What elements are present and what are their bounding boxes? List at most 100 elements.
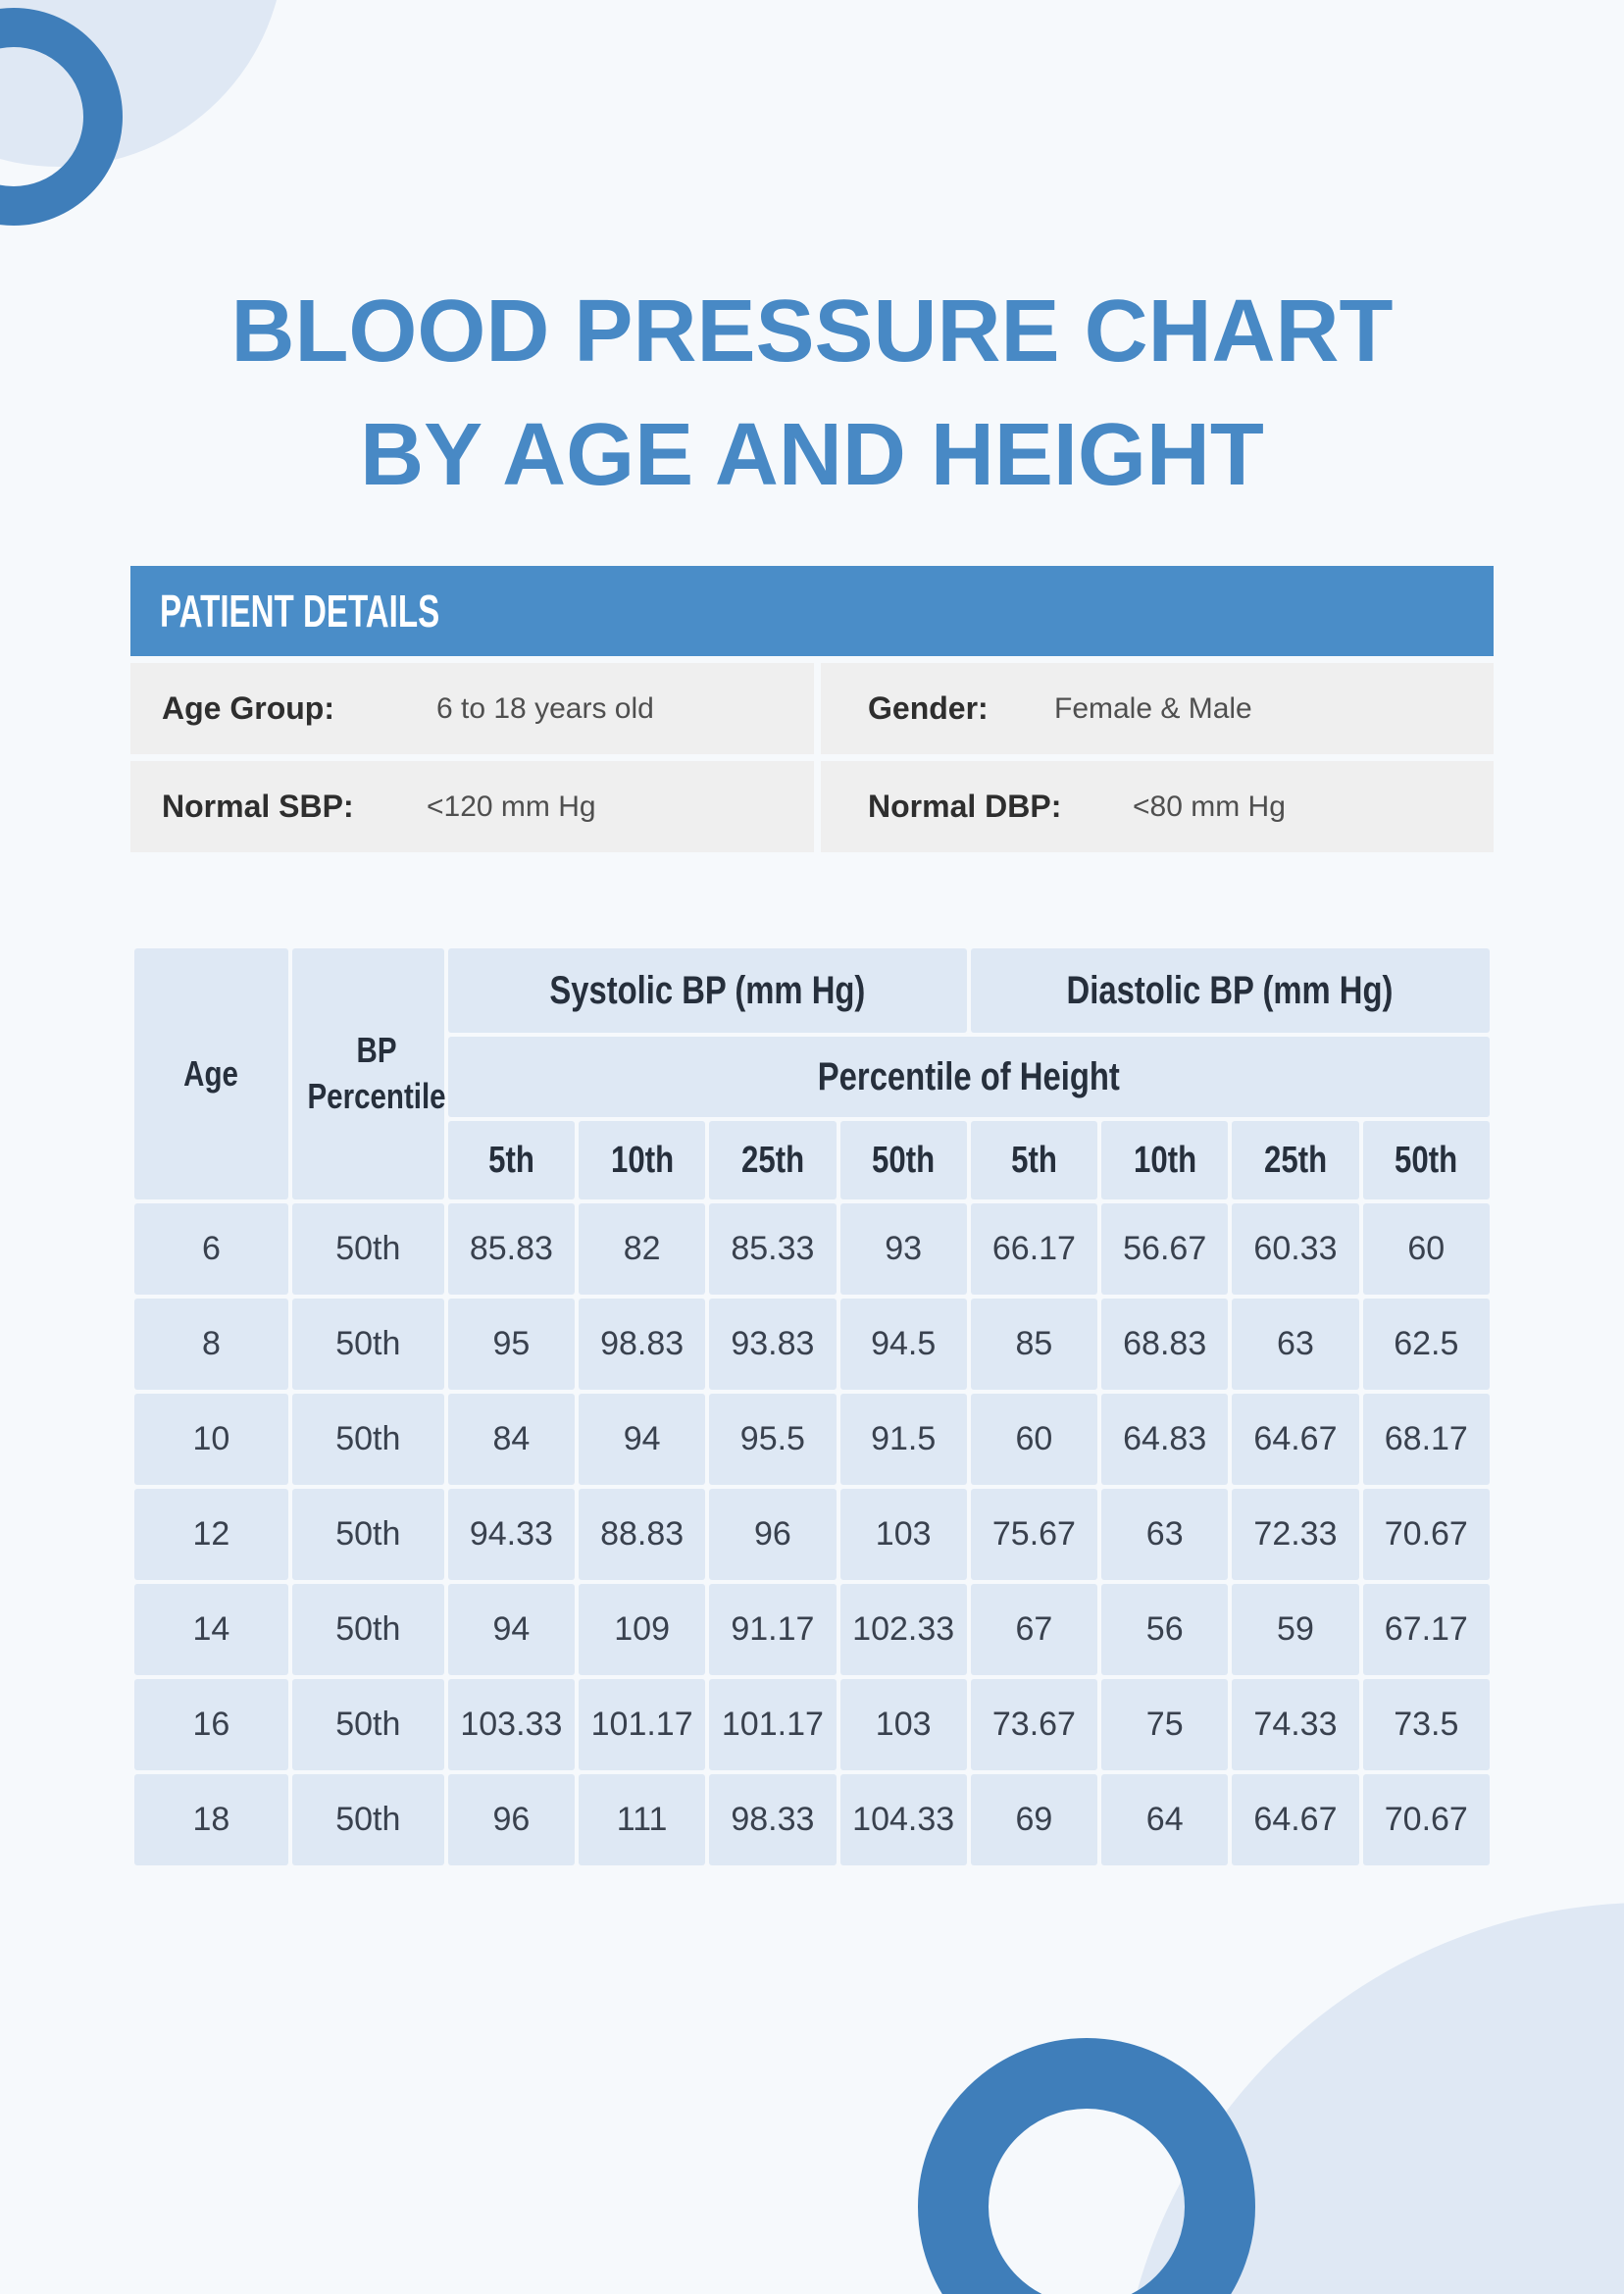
bp-value-cell: 93: [839, 1203, 967, 1295]
normal-dbp-value: <80 mm Hg: [1133, 790, 1286, 823]
bp-value-cell: 73.5: [1362, 1679, 1490, 1770]
bp-percentile-cell: 50th: [291, 1394, 444, 1485]
bp-value-cell: 85: [970, 1299, 1098, 1390]
bp-percentile-cell: 50th: [291, 1299, 444, 1390]
height-percentile-header: 10th: [1101, 1121, 1229, 1199]
age-cell: 18: [134, 1774, 288, 1865]
bp-value-cell: 68.83: [1101, 1299, 1229, 1390]
bp-value-cell: 103: [839, 1489, 967, 1580]
height-percentile-header: 5th: [447, 1121, 575, 1199]
bp-percentile-column-header: BP Percentile: [291, 948, 445, 1199]
bp-value-cell: 91.17: [709, 1584, 837, 1675]
bp-value-cell: 60: [1362, 1203, 1490, 1295]
bp-value-cell: 103.33: [447, 1679, 575, 1770]
normal-dbp-label: Normal DBP:: [868, 789, 1062, 824]
gender-value: Female & Male: [1054, 691, 1252, 725]
bp-value-cell: 64: [1101, 1774, 1229, 1865]
bp-value-cell: 94: [579, 1394, 706, 1485]
age-cell: 6: [134, 1203, 288, 1295]
normal-sbp-value: <120 mm Hg: [427, 790, 596, 823]
bp-percentile-cell: 50th: [291, 1679, 444, 1770]
height-percentile-header: 25th: [709, 1121, 837, 1199]
bp-value-cell: 103: [839, 1679, 967, 1770]
age-cell: 10: [134, 1394, 288, 1485]
content-column: BLOOD PRESSURE CHART BY AGE AND HEIGHT P…: [130, 0, 1494, 1869]
bp-value-cell: 64.67: [1232, 1774, 1359, 1865]
age-cell: 8: [134, 1299, 288, 1390]
field-age-group: Age Group: 6 to 18 years old: [130, 663, 814, 754]
title-line-2: BY AGE AND HEIGHT: [360, 406, 1264, 504]
table-header-row-groups: Age BP Percentile Systolic BP (mm Hg) Di…: [134, 948, 1490, 1199]
age-cell: 14: [134, 1584, 288, 1675]
bp-value-cell: 59: [1232, 1584, 1359, 1675]
height-percentile-header: 10th: [579, 1121, 706, 1199]
patient-details-section: PATIENT DETAILS Age Group: 6 to 18 years…: [130, 566, 1494, 852]
bp-value-cell: 67.17: [1362, 1584, 1490, 1675]
age-group-label: Age Group:: [162, 690, 334, 726]
patient-details-grid: Age Group: 6 to 18 years old Gender: Fem…: [130, 663, 1494, 852]
bp-percentile-cell: 50th: [291, 1774, 444, 1865]
bp-value-cell: 111: [579, 1774, 706, 1865]
table-row: 6 50th 85.83 82 85.33 93 66.17 56.67 60.33 60: [134, 1203, 1490, 1295]
bp-value-cell: 68.17: [1362, 1394, 1490, 1485]
table-row: 14 50th 94 109 91.17 102.33 67 56 59 67.17: [134, 1584, 1490, 1675]
bp-value-cell: 93.83: [709, 1299, 837, 1390]
systolic-group-header: Systolic BP (mm Hg): [447, 948, 967, 1033]
bp-value-cell: 66.17: [970, 1203, 1098, 1295]
bp-value-cell: 84: [447, 1394, 575, 1485]
age-column-header: Age: [134, 948, 288, 1199]
field-gender: Gender: Female & Male: [821, 663, 1494, 754]
percentile-of-height-header: Percentile of Height: [447, 1037, 1490, 1117]
bp-value-cell: 72.33: [1232, 1489, 1359, 1580]
bp-value-cell: 95: [447, 1299, 575, 1390]
age-cell: 12: [134, 1489, 288, 1580]
bp-value-cell: 70.67: [1362, 1489, 1490, 1580]
height-percentile-header: 50th: [1362, 1121, 1490, 1199]
bp-value-cell: 94.33: [447, 1489, 575, 1580]
age-group-value: 6 to 18 years old: [436, 691, 654, 725]
bp-value-cell: 85.83: [447, 1203, 575, 1295]
bp-value-cell: 98.83: [579, 1299, 706, 1390]
patient-details-title: PATIENT DETAILS: [160, 586, 440, 637]
bp-value-cell: 67: [970, 1584, 1098, 1675]
field-normal-sbp: Normal SBP: <120 mm Hg: [130, 761, 814, 852]
bp-value-cell: 96: [709, 1489, 837, 1580]
bp-value-cell: 70.67: [1362, 1774, 1490, 1865]
bp-table: Age BP Percentile Systolic BP (mm Hg) Di…: [130, 944, 1494, 1869]
bp-table-body: 6 50th 85.83 82 85.33 93 66.17 56.67 60.33 60 8 50t…: [134, 1203, 1490, 1865]
table-header-row-percentiles: 5th 10th 25th 50th 5th 10th 25th 50th: [134, 1121, 1490, 1199]
height-percentile-header: 50th: [839, 1121, 967, 1199]
bp-percentile-cell: 50th: [291, 1584, 444, 1675]
table-row: 8 50th 95 98.83 93.83 94.5 85 68.83 63 62.5: [134, 1299, 1490, 1390]
bp-value-cell: 64.83: [1101, 1394, 1229, 1485]
bp-percentile-cell: 50th: [291, 1203, 444, 1295]
bp-value-cell: 88.83: [579, 1489, 706, 1580]
height-percentile-header: 5th: [970, 1121, 1098, 1199]
table-header-row-subheader: Percentile of Height: [134, 1037, 1490, 1117]
bp-table-head: Age BP Percentile Systolic BP (mm Hg) Di…: [134, 948, 1490, 1199]
bp-value-cell: 95.5: [709, 1394, 837, 1485]
bp-value-cell: 60: [970, 1394, 1098, 1485]
bp-value-cell: 102.33: [839, 1584, 967, 1675]
bp-value-cell: 85.33: [709, 1203, 837, 1295]
bp-value-cell: 109: [579, 1584, 706, 1675]
bp-value-cell: 101.17: [709, 1679, 837, 1770]
gender-label: Gender:: [868, 690, 989, 726]
bp-value-cell: 56: [1101, 1584, 1229, 1675]
bp-value-cell: 73.67: [970, 1679, 1098, 1770]
bp-value-cell: 104.33: [839, 1774, 967, 1865]
bp-value-cell: 98.33: [709, 1774, 837, 1865]
age-cell: 16: [134, 1679, 288, 1770]
table-row: 18 50th 96 111 98.33 104.33 69 64 64.67 70.67: [134, 1774, 1490, 1865]
bp-value-cell: 82: [579, 1203, 706, 1295]
bp-value-cell: 56.67: [1101, 1203, 1229, 1295]
bp-percentile-cell: 50th: [291, 1489, 444, 1580]
bp-value-cell: 74.33: [1232, 1679, 1359, 1770]
bp-value-cell: 64.67: [1232, 1394, 1359, 1485]
table-row: 16 50th 103.33 101.17 101.17 103 73.67 75 74.33 7…: [134, 1679, 1490, 1770]
bp-value-cell: 94.5: [839, 1299, 967, 1390]
bp-value-cell: 91.5: [839, 1394, 967, 1485]
normal-sbp-label: Normal SBP:: [162, 789, 354, 824]
patient-details-header-bar: PATIENT DETAILS: [130, 566, 1494, 656]
